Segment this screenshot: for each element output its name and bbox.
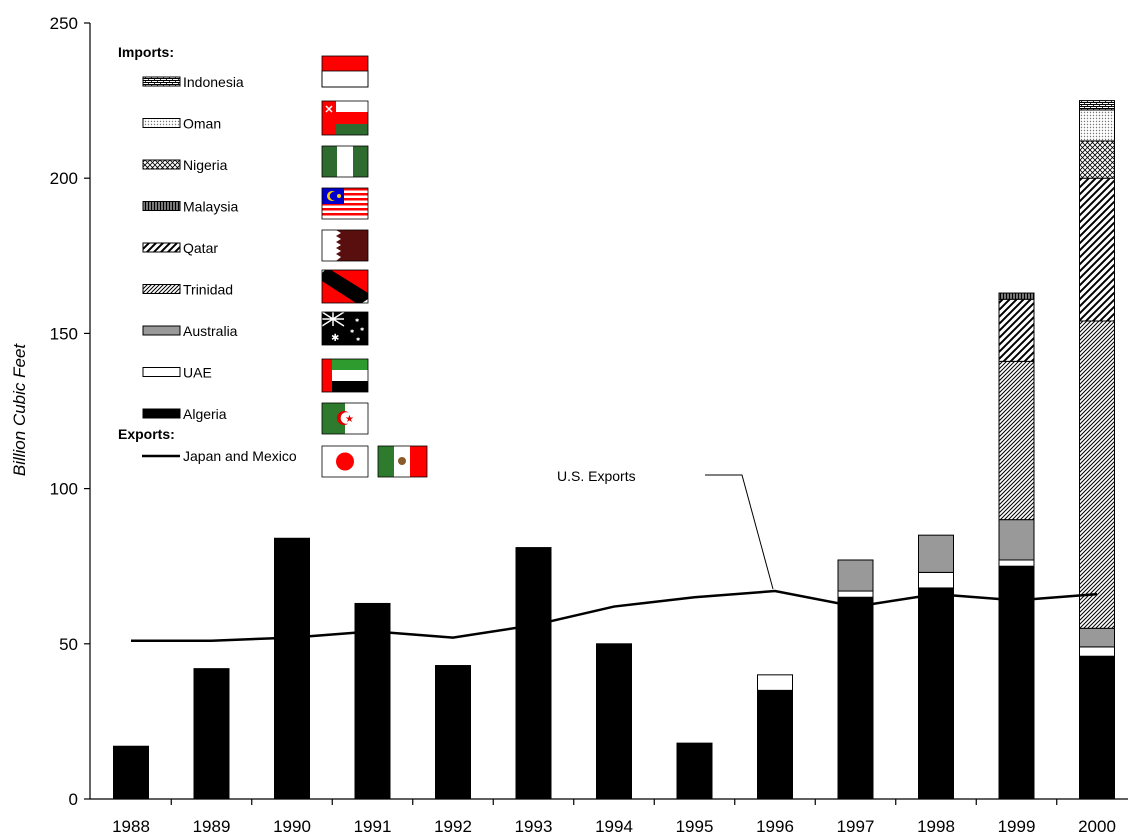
bar-segment-trinidad xyxy=(1079,320,1115,629)
legend-label-japan-and-mexico: Japan and Mexico xyxy=(183,448,297,464)
bar-segment-nigeria xyxy=(1079,140,1115,179)
x-tick-label: 1997 xyxy=(837,817,875,836)
qatar-flag xyxy=(321,229,369,262)
annotation-leader-line xyxy=(705,474,774,590)
legend-swatch-australia xyxy=(142,325,181,336)
bar-segment-qatar xyxy=(998,298,1035,362)
y-tick-label: 0 xyxy=(69,790,78,809)
bar-segment-algeria xyxy=(354,602,391,800)
bar-segment-australia xyxy=(1079,627,1115,648)
legend-label-indonesia: Indonesia xyxy=(183,74,244,90)
stacked-bars xyxy=(113,100,1115,800)
bar-segment-trinidad xyxy=(998,360,1035,521)
y-axis-ticks: 0 50 100 150 200 250 xyxy=(50,14,90,809)
bar-segment-algeria xyxy=(1079,655,1115,800)
bar-segment-algeria xyxy=(596,643,632,800)
bar-segment-qatar xyxy=(1079,177,1115,322)
bar-segment-algeria xyxy=(676,742,713,800)
malaysia-flag xyxy=(321,187,369,220)
svg-text:✱: ✱ xyxy=(355,318,360,324)
x-tick-label: 1995 xyxy=(676,817,714,836)
mexico-flag xyxy=(377,445,428,478)
y-axis-title: Billion Cubic Feet xyxy=(10,343,29,477)
annotation-label: U.S. Exports xyxy=(557,468,636,484)
oman-flag xyxy=(321,100,369,136)
legend-swatch-oman xyxy=(142,118,181,128)
y-tick-label: 50 xyxy=(59,635,78,654)
legend-swatch-algeria xyxy=(142,408,181,419)
bar-segment-algeria xyxy=(918,587,954,800)
x-tick-label: 1993 xyxy=(515,817,553,836)
svg-text:✱: ✱ xyxy=(360,327,365,333)
legend-label-qatar: Qatar xyxy=(183,240,218,256)
y-tick-label: 100 xyxy=(50,480,78,499)
legend-label-nigeria: Nigeria xyxy=(183,157,228,173)
bar-segment-uae xyxy=(1079,646,1115,657)
x-tick-label: 1990 xyxy=(273,817,311,836)
x-tick-label: 1988 xyxy=(112,817,150,836)
legend-label-algeria: Algeria xyxy=(183,406,227,422)
bar-segment-algeria xyxy=(274,537,310,800)
svg-text:★: ★ xyxy=(345,414,354,425)
x-axis-ticks: 1988 1989 1990 1991 1992 1993 1994 1995 1996 1997… xyxy=(112,799,1116,836)
bar-segment-oman xyxy=(1079,109,1115,142)
y-tick-label: 200 xyxy=(50,169,78,188)
legend-imports-heading: Imports: xyxy=(118,44,174,60)
bar-segment-algeria xyxy=(435,665,471,800)
trinidad-flag xyxy=(321,269,369,304)
y-tick-label: 250 xyxy=(50,14,78,33)
legend-label-trinidad: Trinidad xyxy=(183,282,233,298)
bar-segment-algeria xyxy=(998,565,1035,800)
x-tick-label: 1996 xyxy=(756,817,794,836)
legend-items: Indonesia Oman Nigeria Malaysia Qatar Trinida… xyxy=(142,74,244,422)
legend-swatch-uae xyxy=(142,367,181,377)
svg-text:✱: ✱ xyxy=(356,337,361,343)
uae-flag xyxy=(321,358,369,393)
bar-segment-algeria xyxy=(837,596,874,800)
bar-segment-australia xyxy=(998,519,1035,561)
exports-line xyxy=(131,589,1098,642)
legend-label-uae: UAE xyxy=(183,365,212,381)
bar-segment-indonesia xyxy=(1079,100,1115,111)
x-tick-label: 1991 xyxy=(354,817,392,836)
y-tick-label: 150 xyxy=(50,324,78,343)
x-tick-label: 2000 xyxy=(1078,817,1116,836)
indonesia-flag xyxy=(321,55,369,88)
bar-segment-uae xyxy=(918,571,954,589)
legend-swatch-qatar xyxy=(142,242,181,253)
bar-segment-australia xyxy=(837,559,874,592)
bar-segment-algeria xyxy=(193,668,230,800)
bar-segment-uae xyxy=(757,674,793,691)
japan-flag xyxy=(321,445,369,478)
x-tick-label: 1992 xyxy=(434,817,472,836)
bar-segment-malaysia xyxy=(998,292,1035,300)
legend-swatch-indonesia xyxy=(142,76,181,87)
legend-swatch-nigeria xyxy=(142,159,181,170)
australia-flag: ✱ ✱ ✱ ✱ ✱ xyxy=(321,311,369,346)
legend-label-oman: Oman xyxy=(183,116,221,132)
bar-segment-australia xyxy=(918,534,954,573)
legend-swatch-trinidad xyxy=(142,284,181,294)
legend-exports-heading: Exports: xyxy=(118,426,175,442)
us-exports-annotation: U.S. Exports xyxy=(557,468,774,590)
x-tick-label: 1998 xyxy=(917,817,955,836)
svg-text:✱: ✱ xyxy=(350,329,355,335)
legend-label-malaysia: Malaysia xyxy=(183,199,238,215)
bar-segment-uae xyxy=(998,559,1035,567)
x-tick-label: 1994 xyxy=(595,817,633,836)
x-tick-label: 1989 xyxy=(193,817,231,836)
legend-label-australia: Australia xyxy=(183,323,238,339)
svg-text:✱: ✱ xyxy=(331,333,339,344)
bar-segment-algeria xyxy=(757,689,793,800)
nigeria-flag xyxy=(321,145,369,178)
bar-segment-algeria xyxy=(113,745,149,800)
x-tick-label: 1999 xyxy=(998,817,1036,836)
algeria-flag: ★ xyxy=(321,402,369,435)
bar-segment-uae xyxy=(837,590,874,598)
legend: Imports: Indonesia Oman Nigeria Malaysia Qat… xyxy=(118,44,297,464)
legend-swatch-malaysia xyxy=(142,201,181,211)
bar-segment-algeria xyxy=(515,547,552,800)
